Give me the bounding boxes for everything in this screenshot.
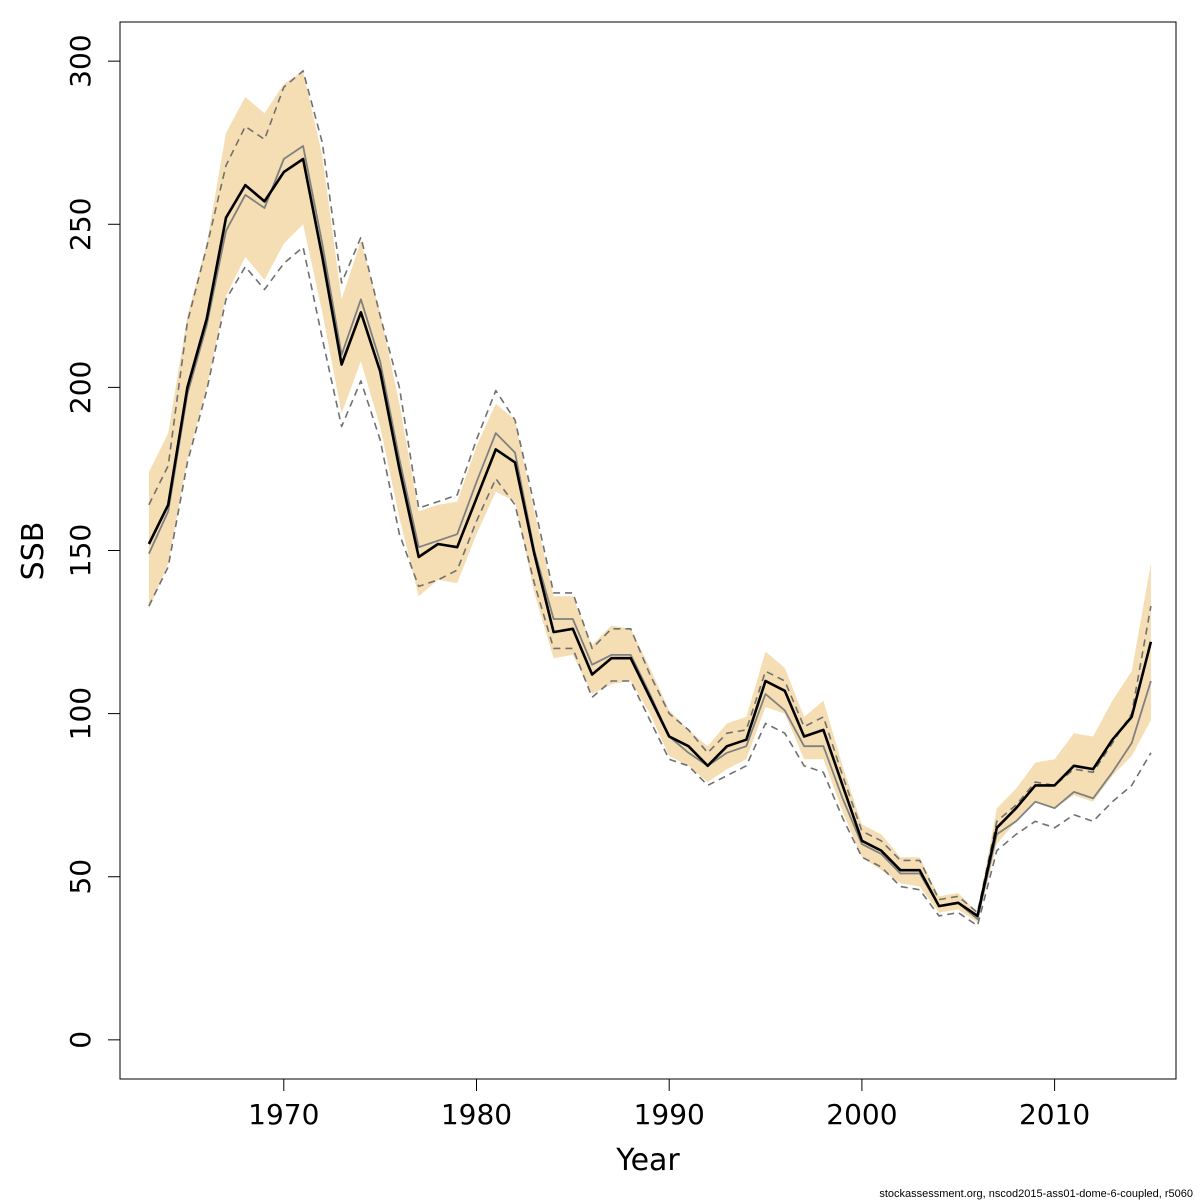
x-axis-label: Year <box>615 1143 680 1178</box>
x-axis: 1970 1980 1990 2000 2010 <box>248 1078 1090 1131</box>
y-tick-label: 0 <box>64 1031 97 1049</box>
y-axis-label: SSB <box>16 522 51 581</box>
alt-ci-lower-line <box>148 246 1152 927</box>
y-tick-label: 300 <box>64 34 97 87</box>
estimate-line <box>147 157 1153 918</box>
y-tick-label: 50 <box>64 859 97 895</box>
x-tick-label: 1980 <box>441 1098 512 1131</box>
x-tick-label: 2010 <box>1019 1098 1090 1131</box>
footer-note: stockassessment.org, nscod2015-ass01-dom… <box>879 1188 1193 1200</box>
confidence-band <box>148 70 1151 923</box>
y-axis: 0 50 100 150 200 250 300 <box>64 34 121 1049</box>
y-tick-label: 100 <box>64 687 97 740</box>
y-tick-label: 250 <box>64 198 97 251</box>
x-tick-label: 1970 <box>248 1098 319 1131</box>
x-tick-label: 2000 <box>826 1098 897 1131</box>
x-tick-label: 1990 <box>634 1098 705 1131</box>
y-tick-label: 150 <box>64 524 97 577</box>
plot-layer <box>147 70 1153 927</box>
y-tick-label: 200 <box>64 361 97 414</box>
